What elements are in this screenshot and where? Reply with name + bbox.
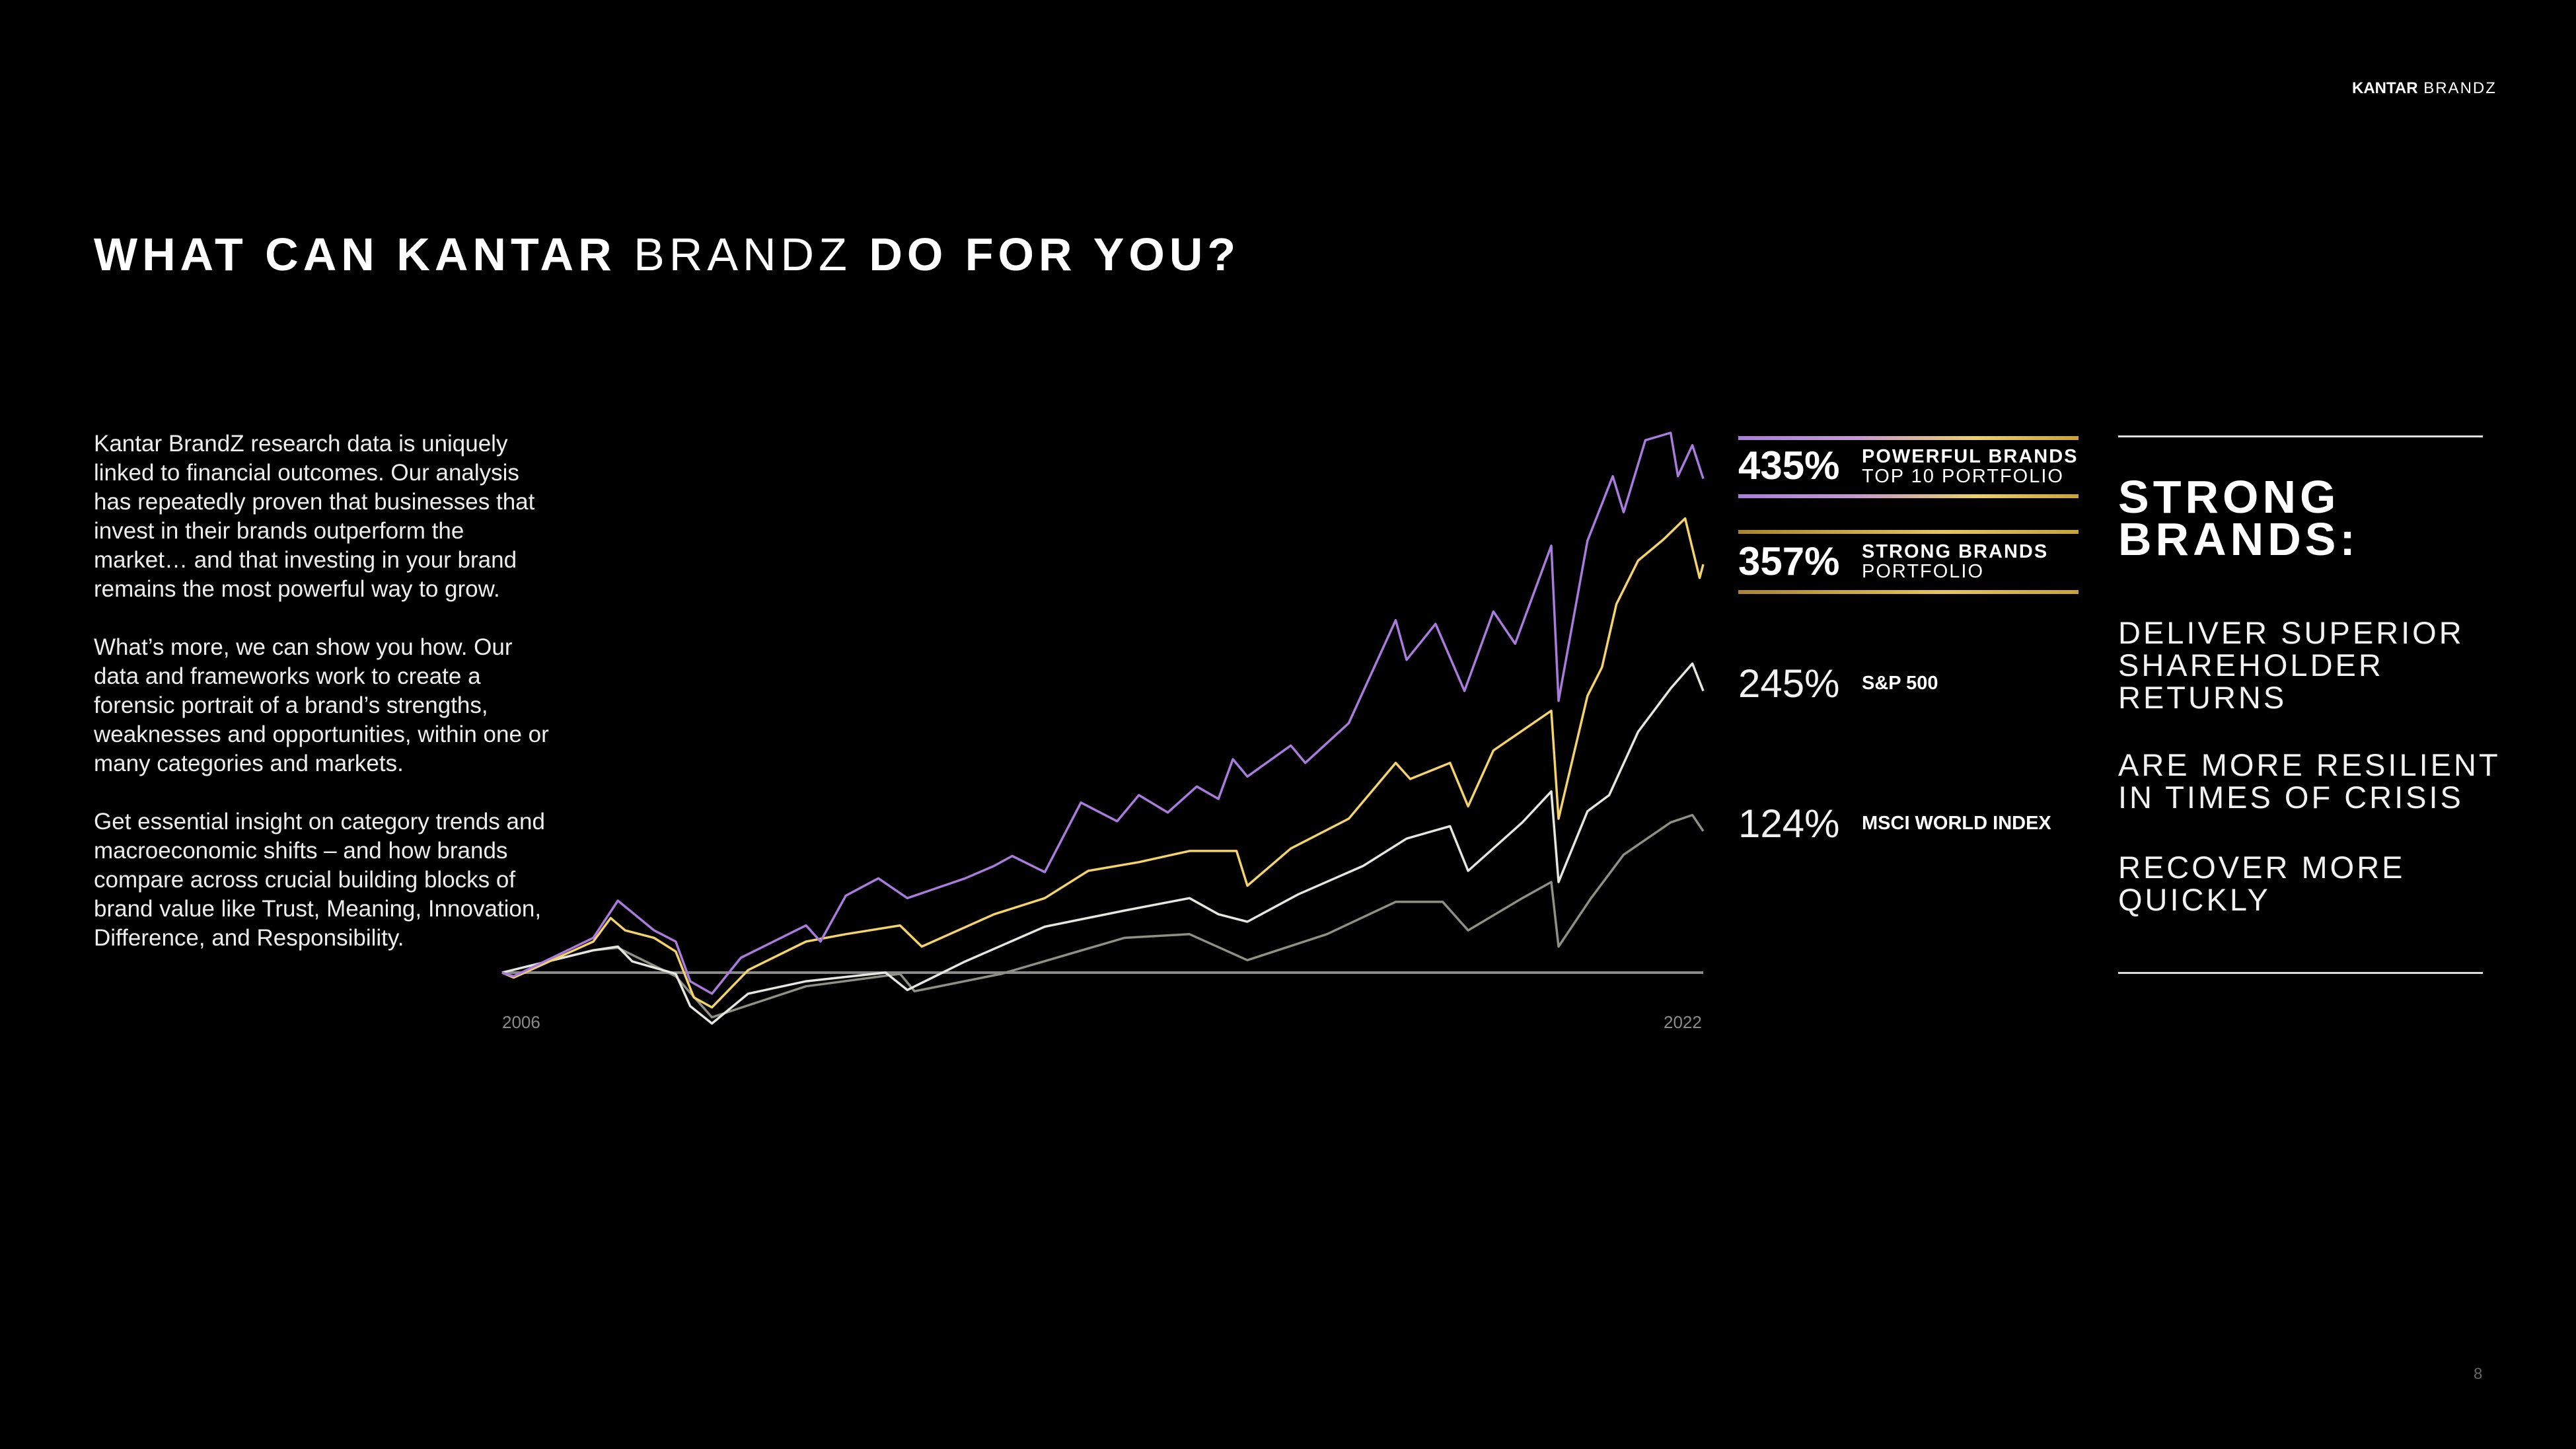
series-line-strong-brands-portfolio bbox=[501, 517, 1705, 1009]
paragraph: Get essential insight on category trends… bbox=[94, 809, 545, 951]
body-text: Kantar BrandZ research data is uniquely … bbox=[94, 429, 563, 982]
legend-label-sp500: S&P 500 bbox=[1862, 673, 1938, 694]
heading-line: STRONG bbox=[2118, 471, 2340, 523]
page-title: WHAT CAN KANTAR BRANDZ DO FOR YOU? bbox=[94, 228, 1240, 281]
x-tick-label: 2022 bbox=[1664, 1012, 1702, 1032]
heading-line: BRANDS: bbox=[2118, 513, 2359, 565]
legend-value-strong: 357% bbox=[1738, 539, 1840, 583]
legend-title: STRONG BRANDS bbox=[1862, 541, 2049, 562]
x-tick-label: 2006 bbox=[502, 1012, 540, 1032]
paragraph: What’s more, we can show you how. Our da… bbox=[94, 634, 549, 776]
kantar-brandz-logo: KANTAR BRANDZ bbox=[2352, 79, 2497, 98]
legend-subtitle: TOP 10 PORTFOLIO bbox=[1862, 466, 2064, 487]
benefit-item: RECOVER MORE QUICKLY bbox=[2118, 850, 2406, 917]
series-line-powerful-brands-top-10-portfolio bbox=[501, 431, 1705, 995]
logo-light: BRANDZ bbox=[2423, 79, 2497, 97]
title-part: DO FOR YOU? bbox=[851, 229, 1241, 280]
strong-brands-heading: STRONG BRANDS: bbox=[2118, 474, 2359, 562]
legend-value-powerful: 435% bbox=[1738, 443, 1840, 488]
legend-value-sp500: 245% bbox=[1738, 661, 1840, 706]
legend-label-strong: STRONG BRANDS PORTFOLIO bbox=[1862, 542, 2048, 581]
legend-divider bbox=[1738, 530, 2079, 534]
logo-bold: KANTAR bbox=[2352, 79, 2418, 97]
legend-divider bbox=[1738, 590, 2079, 594]
series-line-msci-world-index bbox=[501, 813, 1705, 1019]
page-number: 8 bbox=[2474, 1365, 2483, 1383]
benefit-item: DELIVER SUPERIOR SHAREHOLDER RETURNS bbox=[2118, 615, 2464, 715]
legend-subtitle: PORTFOLIO bbox=[1862, 561, 1985, 582]
series-line-s-p-500 bbox=[501, 662, 1705, 1025]
divider bbox=[2118, 435, 2483, 437]
legend-title: POWERFUL BRANDS bbox=[1862, 446, 2079, 467]
legend-label-powerful: POWERFUL BRANDS TOP 10 PORTFOLIO bbox=[1862, 447, 2079, 486]
title-part: KANTAR bbox=[396, 229, 616, 280]
title-part: BRANDZ bbox=[616, 229, 852, 280]
benefit-item: ARE MORE RESILIENT IN TIMES OF CRISIS bbox=[2118, 747, 2500, 815]
paragraph: Kantar BrandZ research data is uniquely … bbox=[94, 431, 535, 602]
legend-value-msci: 124% bbox=[1738, 801, 1840, 846]
divider bbox=[2118, 972, 2483, 974]
legend-divider bbox=[1738, 494, 2079, 498]
legend-divider bbox=[1738, 436, 2079, 440]
title-part: WHAT CAN bbox=[94, 229, 397, 280]
legend-label-msci: MSCI WORLD INDEX bbox=[1862, 813, 2051, 834]
